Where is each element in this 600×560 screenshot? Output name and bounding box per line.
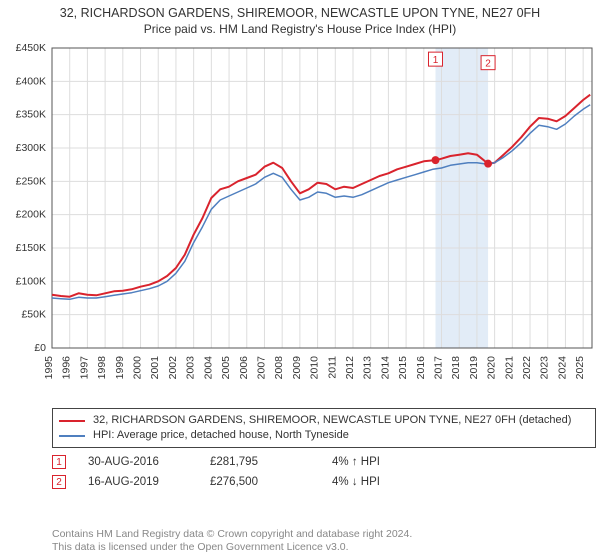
event-dot <box>484 160 492 168</box>
x-tick-label: 1995 <box>43 356 55 380</box>
event-price: £281,795 <box>210 456 310 468</box>
y-tick-label: £300K <box>16 142 46 154</box>
title-line-1: 32, RICHARDSON GARDENS, SHIREMOOR, NEWCA… <box>8 6 592 20</box>
x-tick-label: 2023 <box>539 356 551 380</box>
event-delta: 4% ↑ HPI <box>332 456 432 468</box>
legend-swatch <box>59 420 85 422</box>
y-tick-label: £200K <box>16 209 46 221</box>
x-tick-label: 2007 <box>255 356 267 380</box>
x-tick-label: 2001 <box>149 356 161 380</box>
event-delta: 4% ↓ HPI <box>332 476 432 488</box>
highlight-band <box>435 48 488 348</box>
x-tick-label: 2024 <box>556 356 568 380</box>
footer-line-2: This data is licensed under the Open Gov… <box>52 541 596 554</box>
x-tick-label: 2017 <box>433 356 445 380</box>
y-tick-label: £350K <box>16 109 46 121</box>
x-tick-label: 1999 <box>114 356 126 380</box>
y-tick-label: £250K <box>16 175 46 187</box>
event-price: £276,500 <box>210 476 310 488</box>
x-tick-label: 2014 <box>379 356 391 380</box>
y-tick-label: £150K <box>16 242 46 254</box>
y-tick-label: £50K <box>21 309 46 321</box>
x-tick-label: 2022 <box>521 356 533 380</box>
event-marker: 2 <box>52 475 66 489</box>
footer-attribution: Contains HM Land Registry data © Crown c… <box>52 528 596 554</box>
event-date: 16-AUG-2019 <box>88 476 188 488</box>
legend-row: HPI: Average price, detached house, Nort… <box>59 428 589 443</box>
legend-row: 32, RICHARDSON GARDENS, SHIREMOOR, NEWCA… <box>59 413 589 428</box>
x-tick-label: 2002 <box>167 356 179 380</box>
x-tick-label: 2004 <box>202 356 214 380</box>
x-tick-label: 2025 <box>574 356 586 380</box>
x-tick-label: 2018 <box>450 356 462 380</box>
x-tick-label: 2008 <box>273 356 285 380</box>
x-tick-label: 2021 <box>503 356 515 380</box>
x-tick-label: 1997 <box>78 356 90 380</box>
x-tick-label: 2006 <box>238 356 250 380</box>
event-label-text: 1 <box>433 55 439 66</box>
chart-area: £0 £50K £100K £150K £200K £250K £300K £350K £400… <box>0 44 600 404</box>
x-tick-label: 2012 <box>344 356 356 380</box>
price-chart-svg: £0 £50K £100K £150K £200K £250K £300K £350K £400… <box>0 44 600 404</box>
x-tick-label: 1998 <box>96 356 108 380</box>
series-line-1 <box>52 105 590 300</box>
event-date: 30-AUG-2016 <box>88 456 188 468</box>
title-line-2: Price paid vs. HM Land Registry's House … <box>8 22 592 36</box>
footer-line-1: Contains HM Land Registry data © Crown c… <box>52 528 596 541</box>
event-row: 1 30-AUG-2016 £281,795 4% ↑ HPI <box>52 452 596 472</box>
x-tick-label: 2009 <box>291 356 303 380</box>
series-line-0 <box>52 95 590 297</box>
x-tick-label: 2011 <box>326 356 338 379</box>
legend-label: 32, RICHARDSON GARDENS, SHIREMOOR, NEWCA… <box>93 413 571 428</box>
event-marker: 1 <box>52 455 66 469</box>
x-tick-label: 2010 <box>309 356 321 380</box>
x-tick-label: 2013 <box>362 356 374 380</box>
plot-border <box>52 48 592 348</box>
y-tick-label: £450K <box>16 44 46 54</box>
x-tick-label: 2020 <box>486 356 498 380</box>
event-list: 1 30-AUG-2016 £281,795 4% ↑ HPI 2 16-AUG-2019… <box>52 452 596 492</box>
y-tick-label: £100K <box>16 275 46 287</box>
x-tick-label: 2005 <box>220 356 232 380</box>
x-tick-label: 2000 <box>132 356 144 380</box>
legend-box: 32, RICHARDSON GARDENS, SHIREMOOR, NEWCA… <box>52 408 596 448</box>
x-tick-label: 1996 <box>61 356 73 380</box>
event-row: 2 16-AUG-2019 £276,500 4% ↓ HPI <box>52 472 596 492</box>
chart-title-block: 32, RICHARDSON GARDENS, SHIREMOOR, NEWCA… <box>0 0 600 38</box>
y-tick-label: £400K <box>16 75 46 87</box>
legend-label: HPI: Average price, detached house, Nort… <box>93 428 349 443</box>
event-label-text: 2 <box>485 59 491 70</box>
x-tick-label: 2015 <box>397 356 409 380</box>
legend-swatch <box>59 435 85 437</box>
x-tick-label: 2016 <box>415 356 427 380</box>
x-tick-label: 2003 <box>185 356 197 380</box>
x-tick-label: 2019 <box>468 356 480 380</box>
y-tick-label: £0 <box>34 342 46 354</box>
event-dot <box>431 156 439 164</box>
